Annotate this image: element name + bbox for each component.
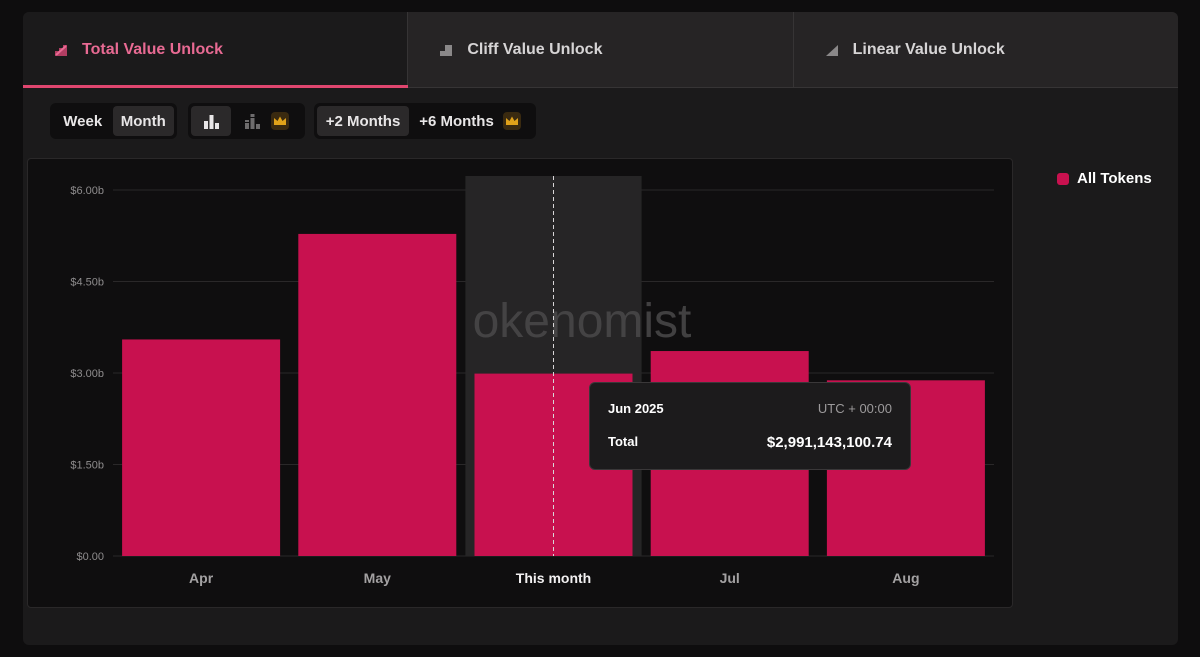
bar-may[interactable] [298,233,457,557]
tab-cliff-value-unlock[interactable]: Cliff Value Unlock [407,12,793,88]
active-tab-indicator [23,85,408,88]
stacked-chart-button[interactable] [231,106,301,136]
plus-2-months-button[interactable]: +2 Months [317,106,409,136]
tab-label: Cliff Value Unlock [467,41,603,58]
y-tick-label: $6.00b [70,185,104,197]
y-tick-label: $1.50b [70,460,104,472]
y-tick-label: $0.00 [76,551,104,563]
tooltip-value: $2,991,143,100.74 [766,434,892,451]
cliff-unlock-icon [440,45,453,56]
legend-swatch [1057,172,1069,185]
tab-linear-value-unlock[interactable]: Linear Value Unlock [792,12,1178,88]
tab-total-value-unlock[interactable]: Total Value Unlock [23,12,408,88]
bar-apr[interactable] [122,339,281,556]
period-toggle: Week Month [50,103,177,139]
crown-icon [271,112,289,130]
stacked-bar-icon [245,114,260,129]
tab-label: Total Value Unlock [82,41,224,58]
chart-tooltip: Jun 2025 UTC + 00:00 Total $2,991,143,10… [589,382,911,470]
x-tick-label: Aug [892,570,919,586]
week-button[interactable]: Week [63,112,103,130]
tooltip-label: Total [608,434,639,449]
bar-chart-icon [204,115,219,129]
month-button[interactable]: Month [112,106,174,136]
linear-unlock-icon [825,45,838,56]
y-tick-label: $3.00b [70,368,104,380]
x-tick-label: May [364,570,391,586]
bar-chart-button[interactable] [191,106,231,136]
crown-icon [502,112,521,130]
x-tick-label: Apr [189,570,214,586]
legend-label: All Tokens [1077,170,1152,187]
tooltip-date: Jun 2025 [608,401,664,416]
tabs-divider [408,87,1178,88]
unlock-tabs: Total Value Unlock Cliff Value Unlock Li… [23,12,1178,88]
y-tick-label: $4.50b [70,277,104,289]
watermark-text: okenomist [473,295,692,348]
plus-6-months-button[interactable]: +6 Months [409,106,531,136]
range-toggle: +2 Months +6 Months [314,103,536,139]
x-tick-label: Jul [720,570,740,586]
chart-container: okenomist Apr May This month Jul Aug $0.00 $1… [27,158,1013,608]
x-tick-label: This month [516,570,591,586]
tooltip-timezone: UTC + 00:00 [817,401,892,416]
tab-label: Linear Value Unlock [852,41,1005,58]
total-unlock-icon [55,45,67,56]
chart-type-toggle [188,103,305,139]
chart-legend[interactable]: All Tokens [1057,170,1152,187]
plus-6-months-label: +6 Months [419,112,494,130]
